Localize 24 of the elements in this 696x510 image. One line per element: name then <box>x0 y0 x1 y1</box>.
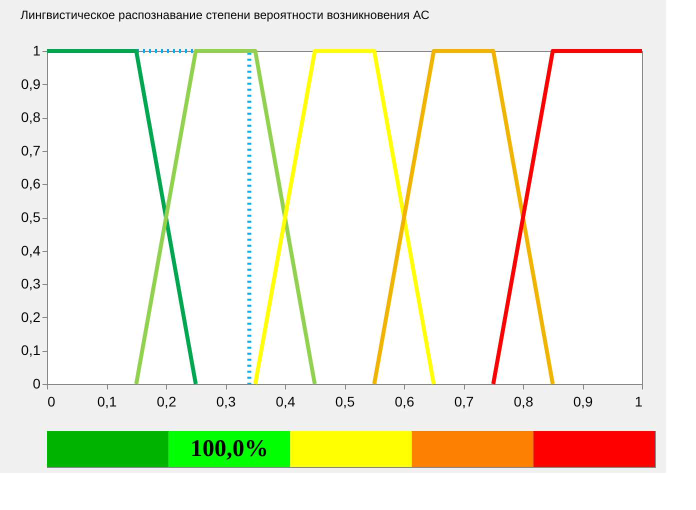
y-tick-label: 0,1 <box>21 342 41 358</box>
y-tick-label: 0,6 <box>21 176 41 192</box>
y-tick-label: 0 <box>32 376 41 392</box>
x-tick-label: 0,9 <box>573 394 593 410</box>
y-tick-label: 0,3 <box>21 276 41 292</box>
y-tick-label: 0,8 <box>21 109 41 126</box>
y-tick-label: 0,2 <box>21 308 41 325</box>
y-tick-label: 0,9 <box>21 76 41 92</box>
chart-title: Лингвистическое распознавание степени вероятности возникновения АС <box>20 8 430 22</box>
y-tick-label: 0,4 <box>21 242 41 258</box>
x-tick-label: 0,1 <box>97 394 117 410</box>
text: 100,0% <box>190 436 268 462</box>
y-tick-label: 0,5 <box>21 209 41 225</box>
x-tick-label: 0,5 <box>335 394 355 410</box>
x-tick-label: 0,4 <box>276 394 296 410</box>
x-tick-label: 0,3 <box>216 394 236 410</box>
x-tick-label: 0,2 <box>156 394 176 410</box>
x-tick-label: 1 <box>634 394 643 410</box>
x-tick-label: 0 <box>48 394 56 410</box>
y-tick-label: 0,7 <box>21 142 41 158</box>
x-tick-label: 0,6 <box>394 394 414 410</box>
x-tick-label: 0,8 <box>514 394 534 410</box>
x-tick-label: 0,7 <box>454 394 474 410</box>
y-tick-label: 1 <box>32 42 41 58</box>
